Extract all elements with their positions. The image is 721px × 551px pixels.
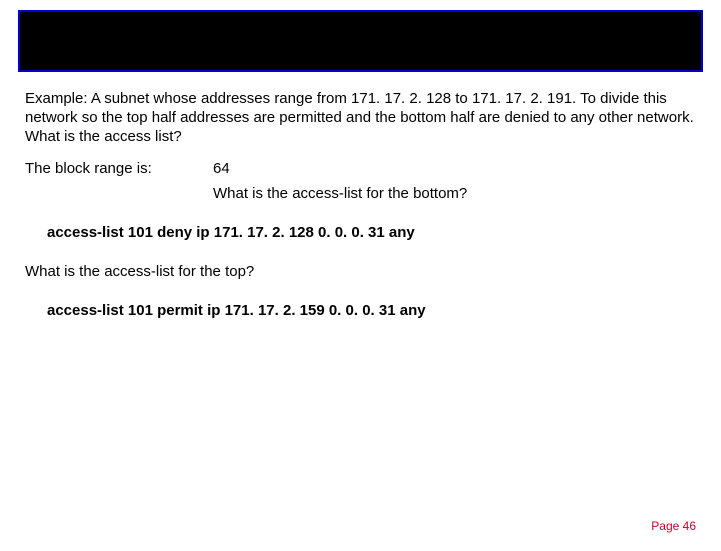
question-bottom: What is the access-list for the bottom? — [213, 185, 696, 202]
acl-bottom: access-list 101 deny ip 171. 17. 2. 128 … — [47, 224, 696, 241]
block-range-row: The block range is: 64 — [25, 160, 696, 177]
block-range-value: 64 — [213, 160, 230, 177]
page-number: Page 46 — [651, 519, 696, 533]
block-range-label: The block range is: — [25, 160, 213, 177]
title-bar — [18, 10, 703, 72]
question-top: What is the access-list for the top? — [25, 263, 696, 280]
content-area: Example: A subnet whose addresses range … — [0, 72, 721, 319]
example-text: Example: A subnet whose addresses range … — [25, 90, 696, 146]
acl-top: access-list 101 permit ip 171. 17. 2. 15… — [47, 302, 696, 319]
